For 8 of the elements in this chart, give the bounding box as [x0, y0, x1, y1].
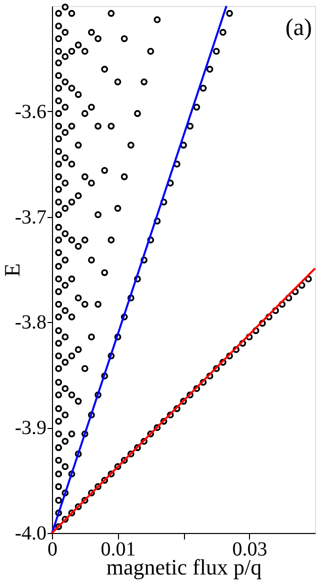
y-tick-label: -3.9: [14, 417, 46, 440]
y-tick-label: -3.7: [14, 206, 46, 228]
y-tick-label: -4.0: [14, 522, 46, 544]
annotation: (a): [285, 15, 312, 41]
y-tick-label: -3.8: [14, 312, 46, 334]
y-tick-label: -3.6: [14, 100, 46, 123]
y-axis-title: E: [0, 263, 24, 277]
x-tick-label: 0: [48, 538, 58, 560]
